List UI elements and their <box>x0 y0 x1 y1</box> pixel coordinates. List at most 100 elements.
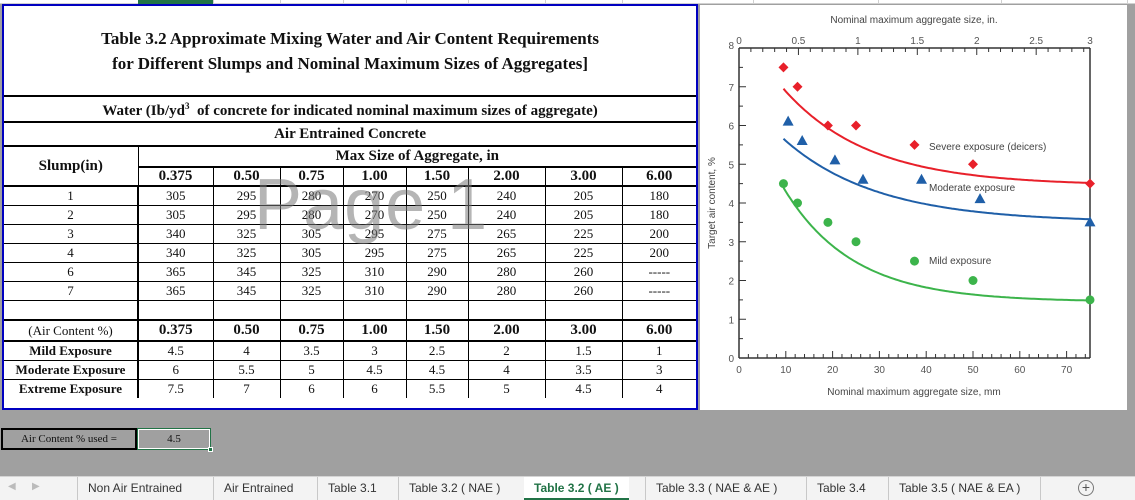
air-cell[interactable]: 6 <box>342 378 407 398</box>
size-header[interactable]: 1.50 <box>405 166 469 187</box>
air-cell[interactable]: 4.5 <box>342 359 407 380</box>
max-size-header[interactable]: Max Size of Aggregate, in <box>137 145 697 168</box>
water-cell[interactable]: 260 <box>544 280 623 301</box>
water-cell[interactable]: 200 <box>621 223 697 244</box>
water-cell[interactable]: 305 <box>279 223 344 244</box>
water-cell[interactable]: 290 <box>405 261 469 282</box>
water-cell[interactable]: 270 <box>342 185 407 206</box>
slump-cell[interactable]: 1 <box>4 185 139 206</box>
tab-table-3-1[interactable]: Table 3.1 <box>317 477 387 500</box>
air-cell[interactable]: 3 <box>342 340 407 361</box>
air-cell[interactable]: 3.5 <box>279 340 344 361</box>
size-header[interactable]: 0.50 <box>212 166 281 187</box>
water-cell[interactable]: 200 <box>621 242 697 263</box>
water-cell[interactable]: 310 <box>342 280 407 301</box>
water-cell[interactable]: 280 <box>467 280 546 301</box>
tab-scroll-left-icon[interactable]: ◀ <box>8 481 16 492</box>
water-cell[interactable]: 325 <box>212 223 281 244</box>
air-cell[interactable]: 6 <box>279 378 344 398</box>
size-header[interactable]: 0.375 <box>137 319 214 342</box>
water-cell[interactable]: 275 <box>405 223 469 244</box>
tab-air-entrained[interactable]: Air Entrained <box>213 477 303 500</box>
air-cell[interactable]: 5 <box>467 378 546 398</box>
water-cell[interactable]: 305 <box>137 185 214 206</box>
water-cell[interactable]: 310 <box>342 261 407 282</box>
air-content-chart-image[interactable]: 0 10 20 30 40 50 60 70 0 0.5 1 1.5 2 2.5 3 0 1 2 3 4 5 6 7 8 Nom… <box>700 5 1127 410</box>
air-cell[interactable]: 2 <box>467 340 546 361</box>
add-sheet-icon[interactable]: + <box>1078 480 1094 496</box>
air-cell[interactable]: 4 <box>621 378 697 398</box>
size-header[interactable]: 3.00 <box>544 166 623 187</box>
water-cell[interactable]: 325 <box>279 261 344 282</box>
water-cell[interactable]: 180 <box>621 185 697 206</box>
table-title[interactable]: Table 3.2 Approximate Mixing Water and A… <box>4 6 697 97</box>
tab-table-3-2-nae[interactable]: Table 3.2 ( NAE ) <box>398 477 510 500</box>
size-header[interactable]: 3.00 <box>544 319 623 342</box>
air-cell[interactable]: 1.5 <box>544 340 623 361</box>
size-header[interactable]: 2.00 <box>467 319 546 342</box>
water-cell[interactable]: 305 <box>137 204 214 225</box>
fill-handle[interactable] <box>208 447 213 452</box>
water-cell[interactable]: 345 <box>212 261 281 282</box>
water-cell[interactable]: 345 <box>212 280 281 301</box>
water-cell[interactable]: 295 <box>212 204 281 225</box>
water-cell[interactable]: 280 <box>279 185 344 206</box>
slump-cell[interactable]: 2 <box>4 204 139 225</box>
size-header[interactable]: 0.75 <box>279 319 344 342</box>
tab-non-air-entrained[interactable]: Non Air Entrained <box>77 477 192 500</box>
slump-cell[interactable]: 6 <box>4 261 139 282</box>
water-cell[interactable]: 295 <box>342 223 407 244</box>
water-cell[interactable]: 260 <box>544 261 623 282</box>
air-content-used-label[interactable]: Air Content % used = <box>1 428 137 450</box>
exposure-label[interactable]: Moderate Exposure <box>4 359 139 380</box>
slump-header[interactable]: Slump(in) <box>4 145 139 187</box>
size-header[interactable]: 2.00 <box>467 166 546 187</box>
size-header[interactable]: 1.00 <box>342 319 407 342</box>
water-cell[interactable]: 340 <box>137 242 214 263</box>
water-cell[interactable]: 265 <box>467 242 546 263</box>
water-cell[interactable]: 325 <box>212 242 281 263</box>
water-cell[interactable]: 270 <box>342 204 407 225</box>
air-content-used-cell[interactable]: 4.5 <box>137 428 213 452</box>
water-cell[interactable]: 180 <box>621 204 697 225</box>
air-cell[interactable]: 3 <box>621 359 697 380</box>
water-cell[interactable]: ----- <box>621 261 697 282</box>
size-header[interactable]: 0.375 <box>137 166 214 187</box>
air-content-label[interactable]: (Air Content %) <box>4 319 139 342</box>
water-cell[interactable]: 265 <box>467 223 546 244</box>
exposure-label[interactable]: Extreme Exposure <box>4 378 139 398</box>
water-cell[interactable]: 240 <box>467 204 546 225</box>
water-cell[interactable]: 365 <box>137 280 214 301</box>
slump-cell[interactable]: 7 <box>4 280 139 301</box>
tab-table-3-3[interactable]: Table 3.3 ( NAE & AE ) <box>645 477 787 500</box>
air-cell[interactable]: 6 <box>137 359 214 380</box>
water-cell[interactable]: 290 <box>405 280 469 301</box>
size-header[interactable]: 1.00 <box>342 166 407 187</box>
size-header[interactable]: 0.75 <box>279 166 344 187</box>
air-cell[interactable]: 4 <box>212 340 281 361</box>
size-header[interactable]: 0.50 <box>212 319 281 342</box>
exposure-label[interactable]: Mild Exposure <box>4 340 139 361</box>
water-cell[interactable]: ----- <box>621 280 697 301</box>
tab-table-3-4[interactable]: Table 3.4 <box>806 477 876 500</box>
water-header[interactable]: Water (Ib/yd3 of concrete for indicated … <box>4 95 697 123</box>
water-cell[interactable]: 365 <box>137 261 214 282</box>
tab-table-3-5[interactable]: Table 3.5 ( NAE & EA ) <box>888 477 1030 500</box>
air-cell[interactable]: 7.5 <box>137 378 214 398</box>
water-cell[interactable]: 205 <box>544 204 623 225</box>
size-header[interactable]: 1.50 <box>405 319 469 342</box>
air-cell[interactable]: 3.5 <box>544 359 623 380</box>
water-cell[interactable]: 325 <box>279 280 344 301</box>
water-cell[interactable]: 225 <box>544 242 623 263</box>
air-cell[interactable]: 5.5 <box>405 378 469 398</box>
slump-cell[interactable]: 3 <box>4 223 139 244</box>
air-cell[interactable]: 5 <box>279 359 344 380</box>
air-cell[interactable]: 4 <box>467 359 546 380</box>
water-cell[interactable]: 250 <box>405 204 469 225</box>
tab-scroll-right-icon[interactable]: ▶ <box>32 481 40 492</box>
air-cell[interactable]: 4.5 <box>137 340 214 361</box>
air-cell[interactable]: 7 <box>212 378 281 398</box>
size-header[interactable]: 6.00 <box>621 166 697 187</box>
tab-table-3-2-ae[interactable]: Table 3.2 ( AE ) <box>524 477 629 500</box>
water-cell[interactable]: 240 <box>467 185 546 206</box>
